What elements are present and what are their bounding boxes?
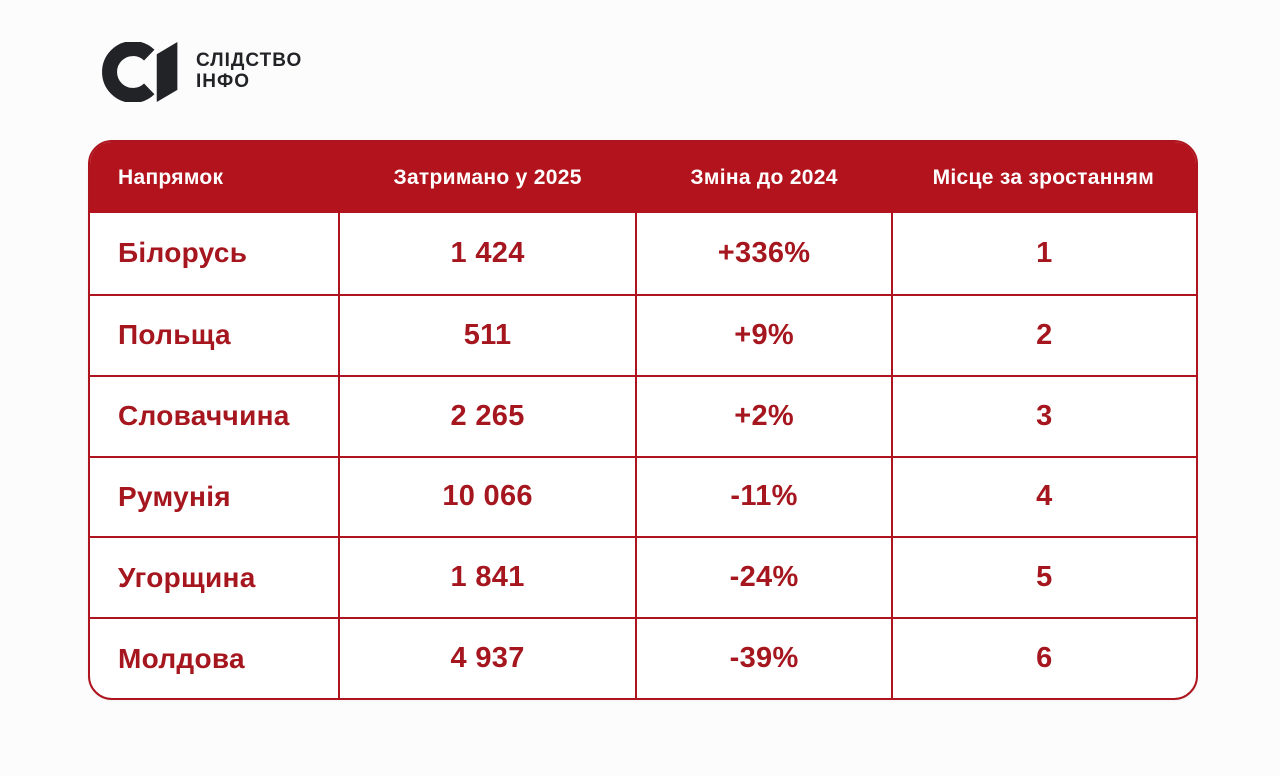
brand-wordmark: Слідство Інфо <box>196 51 302 92</box>
cell-direction: Польща <box>118 319 231 351</box>
cell-detained: 2 265 <box>337 376 638 456</box>
cell-direction: Білорусь <box>118 237 248 269</box>
brand-wordmark-line2: Інфо <box>196 71 250 92</box>
cell-detained: 4 937 <box>337 619 638 698</box>
cell-direction: Румунія <box>118 480 231 512</box>
cell-direction: Молдова <box>118 642 245 674</box>
cell-direction: Угорщина <box>118 561 256 593</box>
cell-change: -39% <box>729 642 799 675</box>
col-header-direction: Напрямок <box>118 165 224 189</box>
table-row: Румунія 10 066 -11% 4 <box>90 455 1196 537</box>
table-body: Білорусь 1 424 +336% 1 Польща 511 +9% 2 … <box>90 213 1196 698</box>
cell-detained: 1 424 <box>337 213 638 294</box>
cell-detained: 511 <box>337 295 638 375</box>
table-row: Білорусь 1 424 +336% 1 <box>90 213 1196 294</box>
table-row: Словаччина 2 265 +2% 3 <box>90 374 1196 456</box>
cell-detained: 10 066 <box>337 457 638 537</box>
cell-rank: 1 <box>890 213 1196 294</box>
col-header-change-2024: Зміна до 2024 <box>690 165 838 189</box>
cell-change: +9% <box>734 318 794 351</box>
cell-detained: 1 841 <box>337 538 638 618</box>
cell-rank: 4 <box>890 457 1196 537</box>
cell-direction: Словаччина <box>118 400 290 432</box>
cell-rank: 6 <box>890 619 1196 698</box>
cell-change: -24% <box>729 561 799 594</box>
cell-rank: 2 <box>890 295 1196 375</box>
table-header-row: Напрямок Затримано у 2025 Зміна до 2024 … <box>90 142 1196 213</box>
brand-wordmark-line1: Слідство <box>196 50 303 72</box>
brand-logo: Слідство Інфо <box>90 42 302 102</box>
col-header-rank: Місце за зростанням <box>932 165 1155 189</box>
table-row: Польща 511 +9% 2 <box>90 293 1196 375</box>
cell-rank: 5 <box>890 538 1196 618</box>
cell-change: +336% <box>717 236 811 269</box>
cell-rank: 3 <box>890 376 1196 456</box>
cell-change: -11% <box>730 480 798 513</box>
cell-change: +2% <box>734 399 794 432</box>
col-header-detained-2025: Затримано у 2025 <box>393 165 582 189</box>
table-row: Молдова 4 937 -39% 6 <box>90 617 1196 698</box>
si-logo-icon <box>102 42 178 102</box>
table-row: Угорщина 1 841 -24% 5 <box>90 536 1196 618</box>
statistics-table: Напрямок Затримано у 2025 Зміна до 2024 … <box>88 140 1198 700</box>
